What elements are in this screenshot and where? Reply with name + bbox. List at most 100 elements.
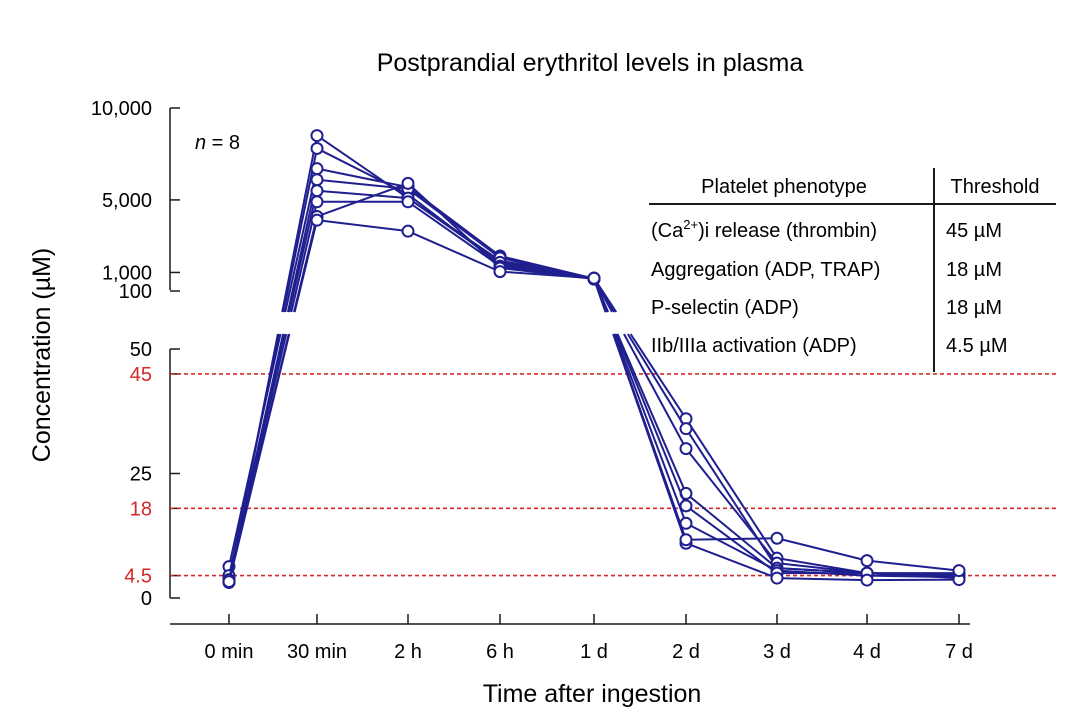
- series-7-point-6: [770, 531, 784, 545]
- y-tick-label-upper-1: 5,000: [102, 190, 152, 212]
- table-header-phenotype: Platelet phenotype: [701, 176, 867, 198]
- series-5-point-1: [310, 195, 324, 209]
- series-4-point-1: [310, 184, 324, 198]
- x-tick-label-8: 7 d: [945, 641, 973, 663]
- y-tick-label-threshold-2: 4.5: [124, 566, 152, 588]
- table-row-2-threshold: 18 µM: [946, 297, 1002, 319]
- series-1-point-5: [679, 422, 693, 436]
- series-6-segment-6: [776, 577, 868, 582]
- series-6-point-2: [401, 176, 415, 190]
- table-row-3-phenotype: IIb/IIIa activation (ADP): [651, 335, 857, 357]
- table-row-0-threshold: 45 µM: [946, 220, 1002, 242]
- table-header-threshold: Threshold: [951, 176, 1040, 198]
- series-5: [222, 195, 966, 587]
- series-7-point-7: [860, 554, 874, 568]
- series-7-segment-1: [316, 219, 409, 233]
- series-4-segment-0-lower: [228, 333, 286, 576]
- platelet-threshold-table: Platelet phenotype Threshold (Ca2+)i rel…: [649, 168, 1056, 372]
- x-axis-title: Time after ingestion: [483, 680, 702, 708]
- y-tick-label-lower-0: 50: [130, 339, 152, 361]
- table-row-1-phenotype-text: Aggregation (ADP, TRAP): [651, 259, 880, 281]
- x-tick-label-4: 1 d: [580, 641, 608, 663]
- table-row-3-threshold: 4.5 µM: [946, 335, 1008, 357]
- x-tick-label-1: 30 min: [287, 641, 347, 663]
- series-7-point-8: [952, 564, 966, 578]
- sample-size-label: n = 8: [195, 132, 240, 154]
- series-3-point-1: [310, 173, 324, 187]
- y-tick-label-threshold-1: 18: [130, 498, 152, 520]
- series-0: [222, 129, 966, 589]
- series-5-segment-4-lower: [615, 333, 687, 507]
- series-7-point-0: [222, 575, 236, 589]
- series-3-segment-5: [685, 492, 778, 569]
- table-row-3-phenotype-text: IIb/IIIa activation (ADP): [651, 335, 857, 357]
- y-tick-label-lower-1: 25: [130, 464, 152, 486]
- table-rows: (Ca2+)i release (thrombin) 45 µM Aggregati…: [651, 217, 1008, 357]
- series-7-segment-0-lower: [228, 333, 291, 582]
- series-2-segment-0-lower: [228, 333, 282, 567]
- series-0-point-1: [310, 129, 324, 143]
- series-3-segment-1: [316, 178, 409, 190]
- sample-size-value: = 8: [206, 132, 240, 154]
- series-3-segment-2: [407, 188, 501, 259]
- x-tick-label-0: 0 min: [205, 641, 254, 663]
- x-axis: 0 min 30 min 2 h 6 h 1 d 2 d 3 d 4 d 7 d: [170, 614, 973, 663]
- series-1-segment-4-lower: [626, 333, 687, 430]
- table-row-0-phenotype-sup: 2+: [683, 217, 698, 232]
- x-tick-label-6: 3 d: [763, 641, 791, 663]
- series-7: [222, 213, 966, 589]
- series-7-segment-6: [776, 537, 868, 562]
- series-5-segment-7: [866, 572, 960, 580]
- series-1-point-1: [310, 141, 324, 155]
- y-tick-label-threshold-0: 45: [130, 364, 152, 386]
- series-7-segment-3: [499, 270, 595, 280]
- series-1-segment-0-upper: [282, 148, 318, 313]
- series-5-point-5: [679, 499, 693, 513]
- x-tick-label-7: 4 d: [853, 641, 881, 663]
- series-7-point-3: [493, 265, 507, 279]
- y-axis-title: Concentration (µM): [28, 248, 56, 462]
- series-0-segment-4-lower: [629, 333, 687, 420]
- table-row-1-phenotype: Aggregation (ADP, TRAP): [651, 259, 880, 281]
- table-row-1-threshold: 18 µM: [946, 259, 1002, 281]
- series-0-segment-5: [685, 418, 778, 559]
- data-series: [222, 129, 966, 590]
- series-2-point-1: [310, 162, 324, 176]
- table-row-0-phenotype: (Ca2+)i release (thrombin): [651, 217, 877, 242]
- series-7-point-2: [401, 224, 415, 238]
- threshold-lines: [170, 373, 1056, 577]
- table-row-0-phenotype-text: (Ca: [651, 220, 684, 242]
- series-7-segment-7: [866, 559, 960, 572]
- series-7-segment-2: [407, 230, 501, 273]
- sample-size-n: n: [195, 132, 206, 154]
- table-row-0-phenotype-rest: )i release (thrombin): [698, 220, 877, 242]
- series-7-segment-0-upper: [293, 219, 318, 313]
- series-7-point-1: [310, 213, 324, 227]
- x-tick-label-2: 2 h: [394, 641, 422, 663]
- series-7-point-5: [679, 533, 693, 547]
- series-6-point-7: [860, 573, 874, 587]
- series-3-segment-4-lower: [616, 333, 687, 494]
- series-7-segment-4-lower: [612, 333, 687, 541]
- series-2-segment-4-lower: [623, 333, 687, 450]
- series-6-segment-1: [316, 182, 409, 218]
- series-4-segment-4-lower: [613, 333, 687, 524]
- table-row-2-phenotype: P-selectin (ADP): [651, 297, 799, 319]
- series-4-segment-1: [316, 189, 409, 200]
- series-6-point-6: [770, 571, 784, 585]
- series-2-segment-1: [316, 167, 409, 189]
- x-tick-label-5: 2 d: [672, 641, 700, 663]
- y-tick-label-upper-0: 10,000: [91, 98, 152, 120]
- series-4-segment-0-upper: [288, 190, 318, 313]
- series-7-point-4: [587, 271, 601, 285]
- series-2-point-5: [679, 442, 693, 456]
- table-row-2-phenotype-text: P-selectin (ADP): [651, 297, 799, 319]
- y-tick-label-upper-3: 100: [119, 281, 152, 303]
- series-6-segment-5: [685, 542, 778, 580]
- series-4: [222, 184, 966, 584]
- series-6-segment-2: [407, 182, 501, 269]
- series-5-point-2: [401, 195, 415, 209]
- series-5-segment-2: [407, 200, 501, 267]
